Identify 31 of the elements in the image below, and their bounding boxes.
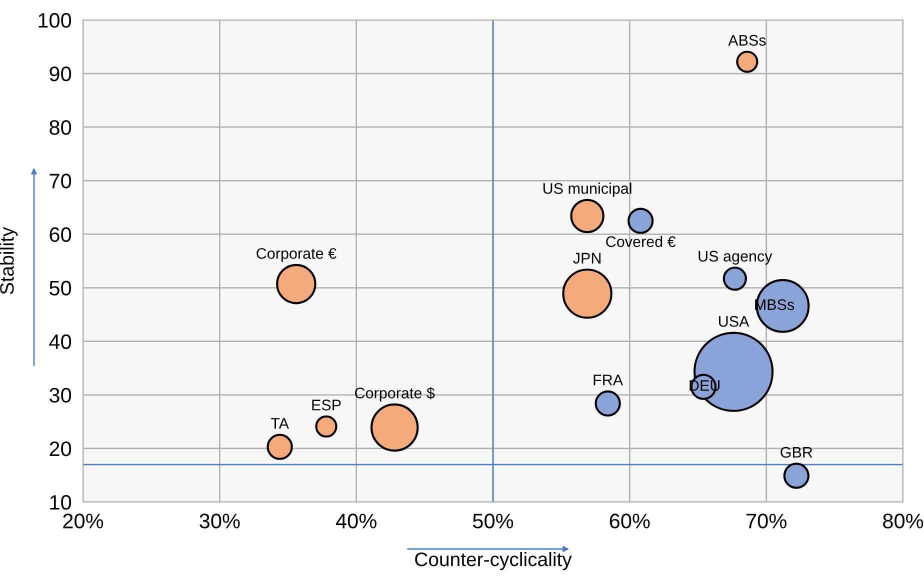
y-tick-label: 70 [50,174,72,188]
y-tick-label: 60 [50,227,72,242]
data-label: USA [719,316,750,327]
data-label: JPN [573,252,600,264]
y-tick-label: 80 [50,120,72,135]
data-label: GBR [780,446,812,458]
y-tick-label: 100 [38,13,72,28]
x-axis-title: Counter-cyclicality [415,552,572,570]
x-tick-label: 60% [610,514,650,528]
data-label: ESP [312,400,341,410]
data-label: US agency [698,250,772,265]
data-label: Corporate € [256,248,336,262]
y-tick-label: 90 [50,66,72,82]
x-tick-label: 20% [63,514,104,528]
data-label: FRA [594,374,624,386]
x-tick-label: 50% [472,514,514,528]
y-tick-label: 30 [50,388,72,403]
data-label: ABSs [728,34,766,46]
data-label: Corporate $ [355,386,435,402]
x-tick-label: 70% [746,514,786,528]
y-tick-label: 40 [49,334,72,350]
y-tick-label: 50 [50,280,72,296]
x-tick-label: 30% [200,514,240,528]
data-label: TA [270,418,289,429]
y-tick-label: 10 [50,495,72,510]
data-label: US municipal [543,182,632,197]
data-label: Covered € [606,236,676,248]
x-tick-label: 40% [336,514,376,528]
x-tick-label: 80% [883,514,924,528]
y-axis-title: Stability [0,226,18,294]
y-tick-label: 20 [50,441,72,456]
